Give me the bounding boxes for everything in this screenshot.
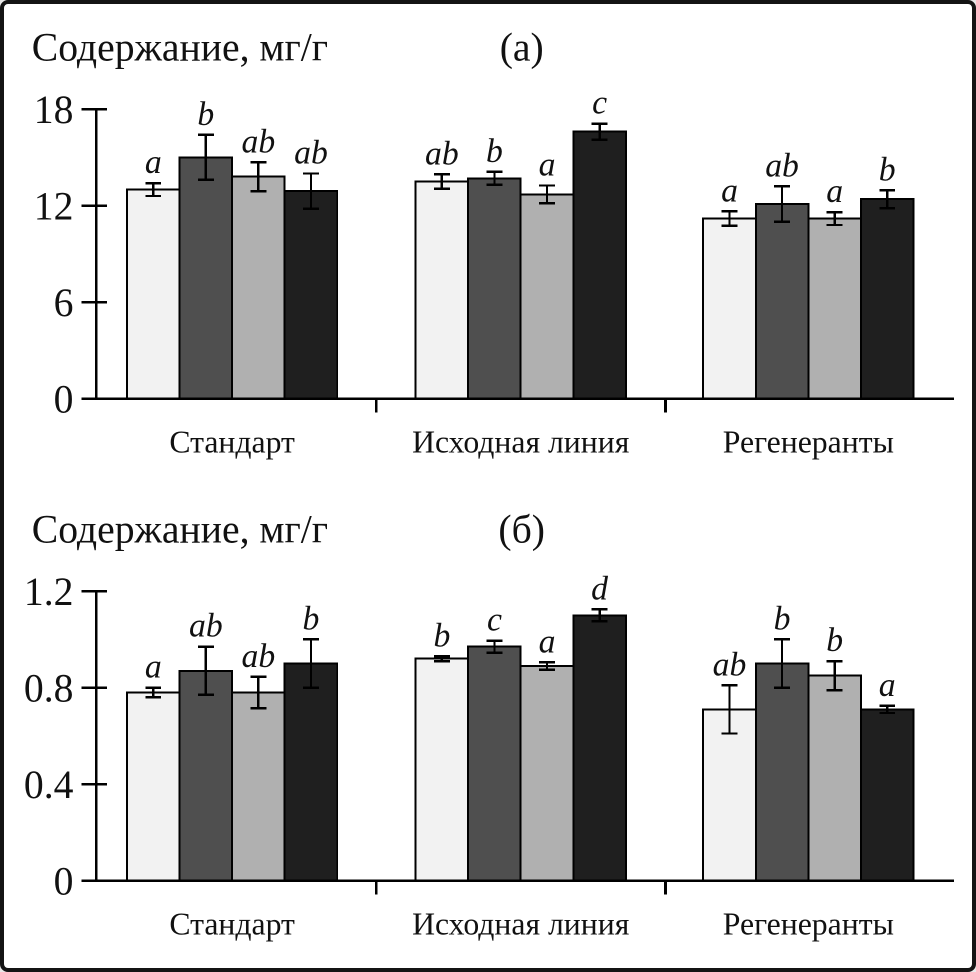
y-tick-label: 0.4 <box>24 763 74 807</box>
category-label: Регенеранты <box>723 906 894 941</box>
bar <box>859 198 915 400</box>
category-label: Стандарт <box>169 424 295 459</box>
category-label: Исходная линия <box>412 906 630 941</box>
bar <box>231 691 286 882</box>
y-tick-label: 12 <box>34 185 74 229</box>
bar-letter: a <box>721 172 738 209</box>
bar-letter: ab <box>242 123 276 160</box>
bar <box>467 177 522 400</box>
bar <box>231 175 286 400</box>
panel-marker: (а) <box>500 26 544 70</box>
bar <box>126 188 181 400</box>
bar-letter: d <box>591 570 608 607</box>
bar-letter: ab <box>765 147 799 184</box>
bar <box>414 180 470 400</box>
bar-letter: b <box>197 96 214 133</box>
y-tick-label: 0 <box>54 378 74 422</box>
bar-letter: a <box>539 623 556 660</box>
bar <box>572 614 627 882</box>
bar <box>467 645 522 882</box>
bar-letter: b <box>433 617 450 654</box>
bar-letter: ab <box>425 135 459 172</box>
panel-b-chart: Содержание, мг/г (б)00.40.81.2Стандартaab… <box>24 508 955 941</box>
y-tick-label: 0.8 <box>24 667 74 711</box>
bar <box>807 674 862 882</box>
bar-letter: b <box>774 600 791 637</box>
category-label: Исходная линия <box>412 424 630 459</box>
bar <box>519 664 575 882</box>
bar-letter: ab <box>189 608 223 645</box>
bar-letter: a <box>539 147 556 184</box>
bar <box>754 662 810 882</box>
bar-letter: a <box>145 649 162 686</box>
bar <box>178 156 234 400</box>
bar <box>126 691 181 882</box>
y-tick-label: 0 <box>54 860 74 904</box>
bar-letter: a <box>145 144 162 181</box>
y-tick-label: 1.2 <box>24 570 74 614</box>
category-label: Регенеранты <box>723 424 894 459</box>
bar <box>572 130 627 400</box>
bar-letter: ab <box>242 638 276 675</box>
bar <box>283 190 339 400</box>
bar <box>754 203 810 400</box>
bar-letter: c <box>487 602 502 639</box>
bar-letter: ab <box>713 646 747 683</box>
bar-letter: c <box>592 85 607 122</box>
panel-marker: (б) <box>498 508 545 552</box>
bar <box>283 662 339 882</box>
bar-letter: a <box>826 173 843 210</box>
y-tick-label: 18 <box>34 88 74 132</box>
bar-letter: a <box>879 667 896 704</box>
bar <box>519 193 575 400</box>
bar <box>702 217 757 400</box>
bar-letter: b <box>879 151 896 188</box>
bar <box>178 669 234 882</box>
y-tick-label: 6 <box>54 281 74 325</box>
bar-letter: b <box>826 622 843 659</box>
panel-title: Содержание, мг/г <box>32 508 328 552</box>
panel-title: Содержание, мг/г <box>32 26 328 70</box>
bar <box>807 217 862 400</box>
bar-letter: b <box>486 133 503 170</box>
bar <box>414 657 470 882</box>
bar-letter: ab <box>294 135 328 172</box>
bar <box>702 708 757 882</box>
bar-letter: b <box>303 600 320 637</box>
bar <box>859 708 915 882</box>
category-label: Стандарт <box>169 906 295 941</box>
